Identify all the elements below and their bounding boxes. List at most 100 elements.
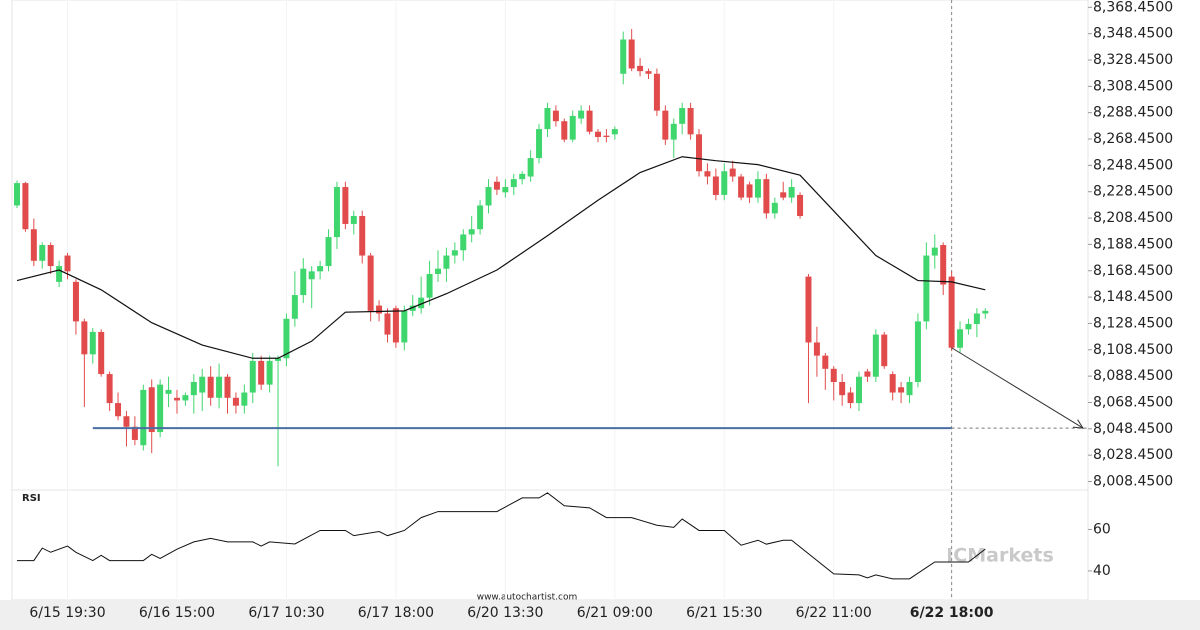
- candle-body: [653, 73, 660, 111]
- x-tick-label: 6/17 10:30: [248, 605, 324, 621]
- candle-body: [317, 266, 324, 272]
- candle-body: [418, 297, 425, 309]
- x-tick-label: 6/20 13:30: [467, 605, 543, 621]
- candle-body: [864, 371, 871, 377]
- candle-body: [376, 305, 383, 314]
- y-tick-label: 8,028.4500: [1093, 447, 1173, 463]
- candle-body: [401, 310, 408, 343]
- candle-body: [173, 397, 180, 401]
- candle-body: [165, 389, 172, 394]
- candle-body: [931, 247, 938, 256]
- candle-body: [738, 176, 745, 198]
- candle-body: [199, 376, 206, 393]
- candle-body: [325, 237, 332, 267]
- candle-body: [536, 129, 543, 159]
- x-axis-band: [0, 600, 1200, 630]
- candle-body: [544, 108, 551, 130]
- candle-body: [30, 229, 37, 261]
- candle-body: [856, 376, 862, 404]
- candle-body: [813, 342, 820, 356]
- y-tick-label: 8,048.4500: [1093, 421, 1173, 437]
- candle-body: [157, 384, 164, 433]
- candle-body: [788, 187, 795, 198]
- candle-body: [148, 387, 155, 433]
- candle-body: [22, 183, 29, 230]
- candle-body: [805, 276, 812, 343]
- candle-body: [182, 395, 189, 401]
- plot-area: [11, 0, 1089, 601]
- candle-body: [232, 397, 239, 406]
- candle-body: [881, 334, 888, 367]
- x-tick-label: 6/15 19:30: [29, 605, 105, 621]
- candle-body: [106, 374, 113, 404]
- candle-body: [14, 183, 20, 206]
- candle-body: [216, 376, 223, 398]
- candle-body: [569, 115, 576, 140]
- candle-body: [982, 310, 989, 314]
- candle-body: [771, 202, 778, 214]
- candle-body: [637, 65, 644, 72]
- candle-body: [409, 305, 416, 311]
- candle-body: [670, 123, 677, 140]
- x-tick-label: 6/22 11:00: [796, 605, 872, 621]
- y-tick-label: 8,068.4500: [1093, 394, 1173, 410]
- y-tick-label: 8,368.4500: [1093, 0, 1173, 15]
- candle-body: [426, 273, 433, 298]
- y-tick-label: 8,168.4500: [1093, 263, 1173, 279]
- candle-body: [662, 110, 669, 140]
- candle-body: [510, 179, 517, 188]
- candle-body: [333, 187, 340, 238]
- candle-body: [131, 426, 138, 440]
- candle-body: [889, 374, 896, 393]
- candle-body: [914, 321, 921, 382]
- candle-body: [308, 271, 315, 280]
- candle-body: [645, 71, 652, 74]
- candle-body: [258, 360, 265, 385]
- candle-body: [115, 403, 122, 417]
- candle-body: [300, 268, 307, 296]
- candle-body: [190, 381, 197, 396]
- y-tick-label: 8,128.4500: [1093, 315, 1173, 331]
- candle-body: [39, 245, 46, 261]
- watermark-url: www.autochartist.com: [477, 593, 578, 603]
- candle-body: [72, 281, 79, 322]
- candle-body: [746, 184, 753, 198]
- candle-body: [56, 266, 63, 282]
- candle-body: [754, 179, 761, 198]
- y-tick-label: 8,088.4500: [1093, 368, 1173, 384]
- candle-body: [578, 110, 585, 119]
- candle-body: [485, 187, 492, 206]
- candle-body: [64, 255, 71, 272]
- candle-body: [948, 276, 955, 348]
- candle-body: [687, 108, 694, 135]
- candle-body: [847, 392, 854, 404]
- candle-body: [435, 268, 441, 274]
- candle-body: [451, 250, 458, 256]
- candle-body: [392, 308, 399, 343]
- rsi-title: RSI: [22, 493, 41, 504]
- x-tick-label: 6/21 15:30: [686, 605, 762, 621]
- candle-body: [367, 255, 374, 311]
- candle-body: [679, 108, 686, 124]
- candle-body: [965, 324, 972, 330]
- candle-body: [350, 216, 357, 224]
- candle-body: [839, 381, 846, 396]
- candle-body: [561, 121, 568, 140]
- candle-body: [460, 234, 467, 251]
- candle-body: [123, 416, 130, 427]
- y-tick-label: 8,328.4500: [1093, 52, 1173, 68]
- candle-body: [342, 187, 349, 224]
- candle-body: [603, 135, 610, 137]
- candle-body: [594, 131, 601, 137]
- watermark-logo: ICMarkets: [946, 545, 1054, 567]
- rsi-tick-label: 60: [1093, 521, 1111, 537]
- moving-average: [16, 156, 986, 359]
- y-tick-label: 8,008.4500: [1093, 474, 1173, 490]
- candle-body: [468, 229, 475, 235]
- candle-body: [477, 205, 484, 230]
- candle-body: [47, 245, 54, 267]
- y-tick-label: 8,188.4500: [1093, 236, 1173, 252]
- y-tick-label: 8,208.4500: [1093, 210, 1173, 226]
- candle-body: [763, 179, 770, 214]
